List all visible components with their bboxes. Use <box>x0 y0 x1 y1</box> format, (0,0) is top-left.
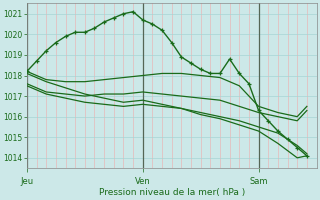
X-axis label: Pression niveau de la mer( hPa ): Pression niveau de la mer( hPa ) <box>99 188 245 197</box>
